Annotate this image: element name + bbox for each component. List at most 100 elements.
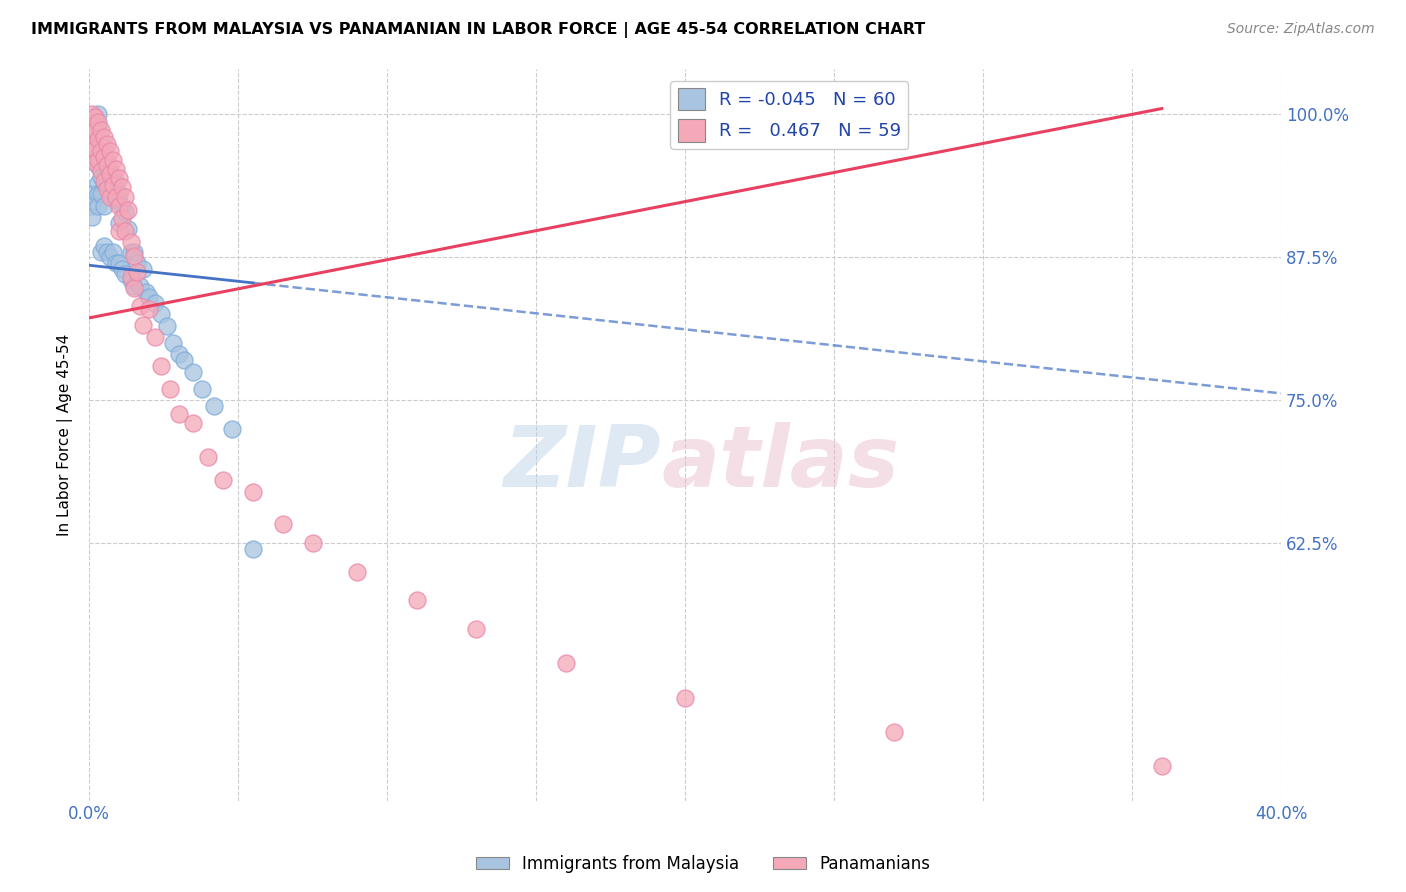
Point [128,278,150,293]
Point [104,189,127,203]
Point [117,203,139,218]
Point [101,244,124,259]
Point [93,150,115,164]
Point [122,278,145,293]
Point [93,142,115,156]
Point [90,170,112,185]
Point [183,365,205,379]
Point [101,170,124,185]
Point [120,244,142,259]
Point [96,244,118,259]
Point [173,353,195,368]
Point [167,407,190,421]
Legend: R = -0.045   N = 60, R =   0.467   N = 59: R = -0.045 N = 60, R = 0.467 N = 59 [671,81,908,149]
Point [114,224,136,238]
Point [87,187,110,202]
Point [1150,759,1173,773]
Point [96,153,118,167]
Point [108,216,131,230]
Point [183,416,205,430]
Point [87,115,110,129]
Text: ZIP: ZIP [503,422,661,506]
Point [104,162,127,177]
Point [132,318,155,332]
Point [138,301,160,316]
Point [554,657,576,671]
Point [162,336,184,351]
Point [271,516,294,531]
Point [242,484,264,499]
Point [90,153,112,167]
Point [82,136,104,150]
Point [87,147,110,161]
Point [114,268,136,282]
Point [108,224,131,238]
Text: Source: ZipAtlas.com: Source: ZipAtlas.com [1227,22,1375,37]
Point [132,261,155,276]
Point [135,285,157,299]
Point [98,164,121,178]
Point [82,119,104,133]
Point [159,382,181,396]
Point [90,187,112,202]
Point [93,173,115,187]
Point [149,308,172,322]
Point [82,211,104,225]
Point [143,330,166,344]
Point [114,204,136,219]
Point [82,199,104,213]
Point [87,107,110,121]
Point [125,265,148,279]
Point [197,450,219,465]
Point [883,725,905,739]
Point [93,176,115,190]
Point [87,136,110,150]
Text: IMMIGRANTS FROM MALAYSIA VS PANAMANIAN IN LABOR FORCE | AGE 45-54 CORRELATION CH: IMMIGRANTS FROM MALAYSIA VS PANAMANIAN I… [31,22,925,38]
Point [84,124,107,138]
Point [93,199,115,213]
Point [406,593,429,607]
Point [673,690,696,705]
Point [96,136,118,151]
Point [149,359,172,373]
Point [122,249,145,263]
Point [128,300,150,314]
Point [108,171,131,186]
Point [120,235,142,250]
Point [87,132,110,146]
Point [156,318,179,333]
Point [101,178,124,193]
Point [122,244,145,259]
Point [301,536,323,550]
Point [221,422,243,436]
Point [111,199,134,213]
Point [98,181,121,195]
Point [117,221,139,235]
Point [167,347,190,361]
Point [90,123,112,137]
Legend: Immigrants from Malaysia, Panamanians: Immigrants from Malaysia, Panamanians [470,848,936,880]
Point [87,153,110,167]
Point [93,159,115,173]
Point [346,565,368,579]
Point [108,187,131,202]
Point [90,244,112,259]
Point [98,250,121,264]
Point [98,167,121,181]
Point [87,119,110,133]
Point [108,199,131,213]
Point [90,164,112,178]
Point [101,153,124,167]
Point [96,181,118,195]
Point [87,176,110,190]
Point [111,180,134,194]
Point [93,239,115,253]
Point [114,189,136,203]
Point [125,256,148,270]
Point [82,107,104,121]
Point [120,273,142,287]
Point [90,136,112,150]
Point [84,142,107,156]
Point [96,158,118,172]
Point [98,189,121,203]
